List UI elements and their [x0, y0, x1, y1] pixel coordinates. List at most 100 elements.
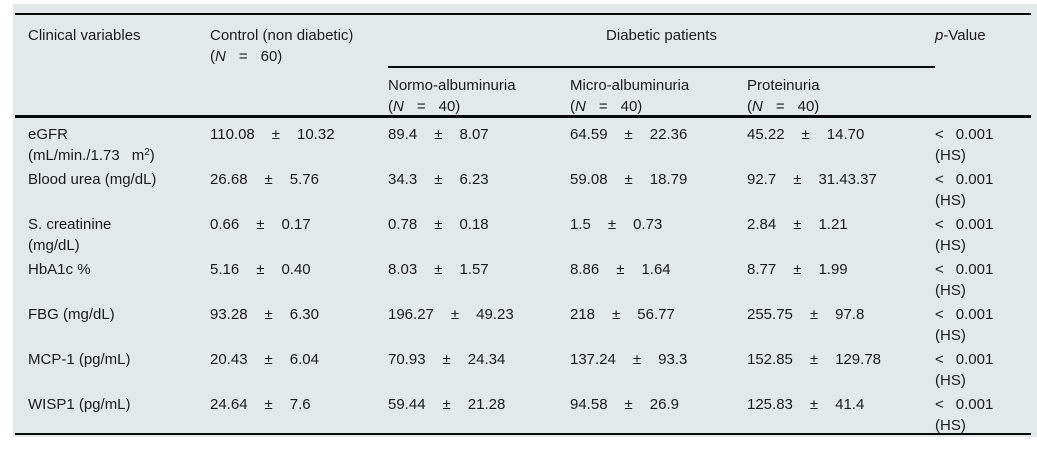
significance-note: (HS)	[935, 147, 966, 164]
table-body: eGFR (mL/min./1.73 m2) 110.08 ±10.32 89.4 ±…	[15, 118, 1031, 435]
unit-superscript: 2	[144, 147, 150, 158]
value-sd: 1.57	[459, 261, 489, 278]
header-control-group: Control (non diabetic) (N = 60)	[210, 15, 388, 115]
paren-open: (	[388, 98, 393, 115]
n-symbol: N	[393, 98, 404, 115]
value-mean: 64.59	[570, 126, 608, 143]
table-row-fbg: FBG (mg/dL) 93.28 ±6.30 196.27 ±49.23 218 ±…	[15, 298, 1031, 346]
proteinuria-value: 92.7 ±31.43.37	[747, 163, 935, 211]
p-value-cell: <0.001 (HS)	[935, 118, 1031, 168]
header-diabetic-patients-label: Diabetic patients	[606, 27, 717, 44]
n-count: 60)	[260, 48, 283, 65]
value-mean: 59.44	[388, 396, 426, 413]
header-control-title: Control (non diabetic)	[210, 27, 354, 44]
value-sd: 26.9	[649, 396, 679, 413]
value-sd: 0.17	[281, 216, 311, 233]
proteinuria-value: 2.84 ±1.21	[747, 208, 935, 256]
micro-value: 94.58 ±26.9	[570, 388, 747, 436]
row-label: S. creatinine (mg/dL)	[15, 208, 210, 256]
value-sd: 93.3	[658, 351, 688, 368]
equals-sign: =	[598, 98, 608, 115]
header-clinical-variables-label: Clinical variables	[28, 27, 141, 44]
plus-minus-sign: ±	[442, 351, 451, 368]
equals-sign: =	[775, 98, 785, 115]
table-background	[13, 4, 1037, 437]
proteinuria-value: 255.75 ±97.8	[747, 298, 935, 346]
header-control-n: (N = 60)	[210, 46, 388, 67]
value-sd: 21.28	[467, 396, 506, 413]
plus-minus-sign: ±	[264, 351, 273, 368]
value-mean: 24.64	[210, 396, 248, 413]
significance-note: (HS)	[935, 282, 966, 299]
normo-value: 8.03 ±1.57	[388, 253, 570, 301]
plus-minus-sign: ±	[793, 261, 802, 278]
value-sd: 97.8	[835, 306, 865, 323]
value-mean: 218	[570, 306, 596, 323]
value-mean: 137.24	[570, 351, 616, 368]
value-mean: 1.5	[570, 216, 591, 233]
micro-value: 64.59 ±22.36	[570, 118, 747, 168]
value-sd: 6.04	[289, 351, 319, 368]
control-value: 93.28 ±6.30	[210, 298, 388, 346]
value-sd: 24.34	[467, 351, 506, 368]
significance-note: (HS)	[935, 237, 966, 254]
plus-minus-sign: ±	[264, 306, 273, 323]
value-sd: 0.18	[459, 216, 489, 233]
n-count: 40)	[438, 98, 461, 115]
row-label-line2: (mL/min./1.73 m2)	[28, 145, 210, 168]
row-label: HbA1c %	[15, 253, 210, 301]
value-mean: 152.85	[747, 351, 793, 368]
row-label-line1: eGFR	[28, 126, 69, 143]
control-value: 5.16 ±0.40	[210, 253, 388, 301]
row-label-line1: HbA1c %	[28, 261, 91, 278]
less-than-sign: <	[935, 171, 944, 188]
row-label: MCP-1 (pg/mL)	[15, 343, 210, 391]
header-micro-title: Micro-albuminuria	[570, 77, 690, 94]
header-p-value: p-Value	[935, 15, 1031, 115]
p-number: 0.001	[955, 126, 994, 143]
header-clinical-variables: Clinical variables	[15, 15, 210, 115]
plus-minus-sign: ±	[434, 126, 443, 143]
p-value: <0.001	[935, 349, 1031, 370]
proteinuria-value: 125.83 ±41.4	[747, 388, 935, 436]
row-label-line1: Blood urea (mg/dL)	[28, 171, 157, 188]
table-row-egfr: eGFR (mL/min./1.73 m2) 110.08 ±10.32 89.4 ±…	[15, 118, 1031, 164]
plus-minus-sign: ±	[793, 171, 802, 188]
plus-minus-sign: ±	[434, 261, 443, 278]
micro-value: 137.24 ±93.3	[570, 343, 747, 391]
p-number: 0.001	[955, 171, 994, 188]
header-micro-albuminuria: Micro-albuminuria (N = 40)	[570, 68, 747, 115]
p-number: 0.001	[955, 396, 994, 413]
value-mean: 89.4	[388, 126, 418, 143]
value-sd: 49.23	[476, 306, 514, 323]
p-number: 0.001	[955, 351, 994, 368]
table-row-s-creatinine: S. creatinine (mg/dL) 0.66 ±0.17 0.78 ±0.1…	[15, 208, 1031, 256]
value-sd: 31.43.37	[818, 171, 877, 188]
paren-close: )	[149, 147, 155, 164]
p-value-cell: <0.001 (HS)	[935, 298, 1031, 346]
table-row-hba1c: HbA1c % 5.16 ±0.40 8.03 ±1.57 8.86 ±1.64 8.…	[15, 253, 1031, 301]
n-symbol: N	[752, 98, 763, 115]
header-proteinuria-n: (N = 40)	[747, 96, 935, 117]
control-value: 24.64 ±7.6	[210, 388, 388, 436]
value-sd: 129.78	[835, 351, 882, 368]
control-value: 0.66 ±0.17	[210, 208, 388, 256]
table-row-blood-urea: Blood urea (mg/dL) 26.68 ±5.76 34.3 ±6.23 …	[15, 163, 1031, 211]
value-mean: 45.22	[747, 126, 785, 143]
less-than-sign: <	[935, 126, 944, 143]
paren-open: (	[747, 98, 752, 115]
p-value: <0.001	[935, 124, 1031, 145]
value-mean: 0.66	[210, 216, 240, 233]
plus-minus-sign: ±	[809, 306, 819, 323]
row-label: WISP1 (pg/mL)	[15, 388, 210, 436]
value-mean: 2.84	[747, 216, 777, 233]
value-mean: 20.43	[210, 351, 248, 368]
less-than-sign: <	[935, 351, 944, 368]
value-sd: 0.40	[281, 261, 311, 278]
header-p-value-label: -Value	[943, 27, 986, 44]
row-label-line1: MCP-1 (pg/mL)	[28, 351, 131, 368]
control-value: 26.68 ±5.76	[210, 163, 388, 211]
p-value: <0.001	[935, 259, 1031, 280]
micro-value: 59.08 ±18.79	[570, 163, 747, 211]
value-mean: 8.86	[570, 261, 600, 278]
